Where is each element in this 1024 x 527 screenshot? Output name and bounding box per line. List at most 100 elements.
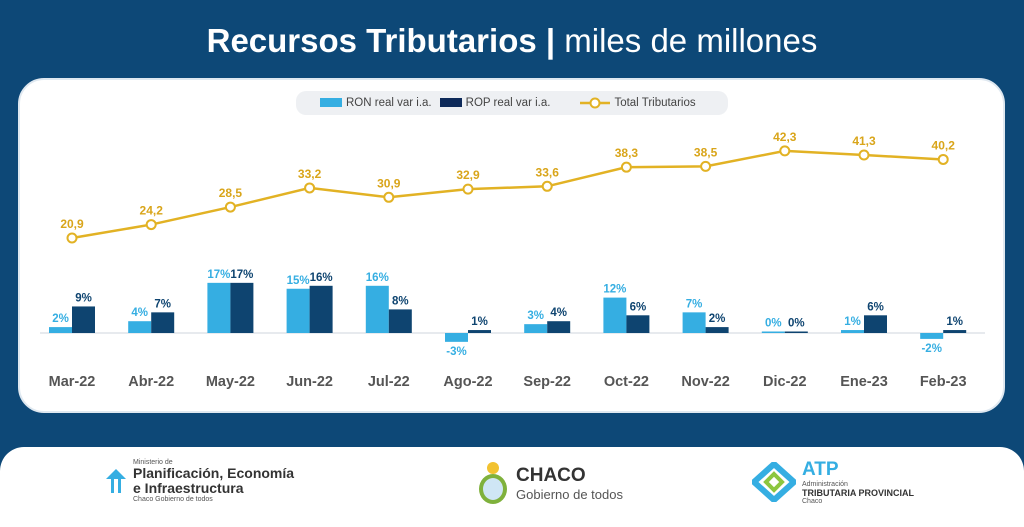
total-point <box>462 183 474 195</box>
bar-label-rop: 1% <box>471 316 488 328</box>
x-tick-label: Mar-22 <box>49 374 96 390</box>
bar-ron <box>49 327 72 333</box>
chart-card <box>18 78 1005 413</box>
bar-label-ron: 17% <box>207 269 230 281</box>
bar-label-ron: 1% <box>844 316 861 328</box>
total-point <box>779 145 791 157</box>
bar-label-rop: 4% <box>550 307 567 319</box>
bar-label-rop: 6% <box>630 301 647 313</box>
bar-rop <box>230 282 254 333</box>
bar-rop <box>309 285 333 333</box>
bar-label-ron: 15% <box>287 275 310 287</box>
bar-rop <box>388 309 412 333</box>
bar-ron <box>445 333 468 342</box>
x-tick-label: Sep-22 <box>523 374 571 390</box>
x-tick-label: May-22 <box>206 374 255 390</box>
bar-label-rop: 0% <box>788 318 805 330</box>
bar-ron <box>524 324 548 333</box>
x-tick-label: Nov-22 <box>681 374 729 390</box>
bar-ron <box>841 330 864 333</box>
bar-label-ron: 2% <box>52 313 69 325</box>
house-arrow-icon <box>106 469 126 493</box>
bar-rop <box>468 330 491 333</box>
bar-label-ron: 12% <box>603 284 626 296</box>
x-tick-label: Jun-22 <box>286 374 333 390</box>
bar-label-ron: 7% <box>686 298 703 310</box>
bar-label-rop: 2% <box>709 313 726 325</box>
bar-label-ron: 0% <box>765 318 782 330</box>
bar-rop <box>72 306 95 333</box>
title-light: miles de millones <box>555 22 818 59</box>
bar-label-ron: -3% <box>446 346 466 358</box>
x-tick-label: Abr-22 <box>128 374 174 390</box>
bar-label-rop: 7% <box>154 298 171 310</box>
total-label: 30,9 <box>377 176 401 190</box>
total-point <box>700 160 712 172</box>
total-label: 33,6 <box>536 165 560 179</box>
total-label: 42,3 <box>773 130 797 144</box>
page-title: Recursos Tributarios | miles de millones <box>0 22 1024 60</box>
total-label: 38,3 <box>615 146 639 160</box>
bar-rop <box>626 315 650 333</box>
bar-label-rop: 9% <box>75 292 92 304</box>
bar-rop <box>943 330 967 333</box>
total-label: 41,3 <box>852 134 876 148</box>
total-point <box>620 161 632 173</box>
coat-of-arms-icon <box>479 462 507 504</box>
bar-rop <box>547 321 571 333</box>
ministry-logo: Ministerio de Planificación, Economía e In… <box>105 459 294 503</box>
total-point <box>145 219 157 231</box>
total-label: 38,5 <box>694 145 718 159</box>
footer: Ministerio de Planificación, Economía e In… <box>0 447 1024 527</box>
x-tick-label: Jul-22 <box>368 374 410 390</box>
bar-label-rop: 8% <box>392 295 409 307</box>
bar-label-rop: 6% <box>867 301 884 313</box>
bar-label-ron: 4% <box>131 307 148 319</box>
total-point <box>66 232 78 244</box>
bar-ron <box>128 321 152 333</box>
bar-label-ron: -2% <box>921 343 941 355</box>
legend: RON real var i.a. ROP real var i.a. Tota… <box>296 91 728 115</box>
total-label: 20,9 <box>60 217 84 231</box>
x-tick-label: Ago-22 <box>443 374 492 390</box>
bar-label-ron: 3% <box>527 310 544 322</box>
bar-label-rop: 1% <box>946 316 963 328</box>
total-point <box>541 180 553 192</box>
atp-logo: ATP Administración TRIBUTARIA PROVINCIAL Ch… <box>752 459 914 505</box>
bar-label-rop: 17% <box>230 269 253 281</box>
bar-ron <box>286 288 310 333</box>
bar-ron <box>682 312 706 333</box>
bar-label-ron: 16% <box>366 272 389 284</box>
total-point <box>383 191 395 203</box>
total-point <box>858 149 870 161</box>
legend-total: Total Tributarios <box>580 97 696 109</box>
bar-rop <box>864 315 887 333</box>
title-bold: Recursos Tributarios | <box>206 22 556 59</box>
bar-ron <box>207 282 231 333</box>
total-point <box>304 182 316 194</box>
total-point <box>224 201 236 213</box>
bar-rop <box>784 331 808 333</box>
bar-label-rop: 16% <box>310 272 333 284</box>
total-label: 40,2 <box>932 138 956 152</box>
x-tick-label: Ene-23 <box>840 374 888 390</box>
legend-rop: ROP real var i.a. <box>439 97 550 109</box>
total-label: 33,2 <box>298 167 322 181</box>
legend-ron: RON real var i.a. <box>320 97 432 109</box>
total-label: 24,2 <box>140 204 164 218</box>
x-tick-label: Dic-22 <box>763 374 807 390</box>
total-label: 32,9 <box>456 168 480 182</box>
bar-rop <box>705 327 729 333</box>
bar-ron <box>603 297 627 333</box>
total-label: 28,5 <box>219 186 243 200</box>
x-tick-label: Oct-22 <box>604 374 649 390</box>
total-point <box>937 153 949 165</box>
x-tick-label: Feb-23 <box>920 374 967 390</box>
bar-rop <box>151 312 175 333</box>
chaco-logo: CHACO Gobierno de todos <box>476 461 623 505</box>
bar-ron <box>365 285 389 333</box>
bar-ron <box>761 331 785 333</box>
bar-ron <box>920 333 944 339</box>
total-line <box>71 149 944 240</box>
